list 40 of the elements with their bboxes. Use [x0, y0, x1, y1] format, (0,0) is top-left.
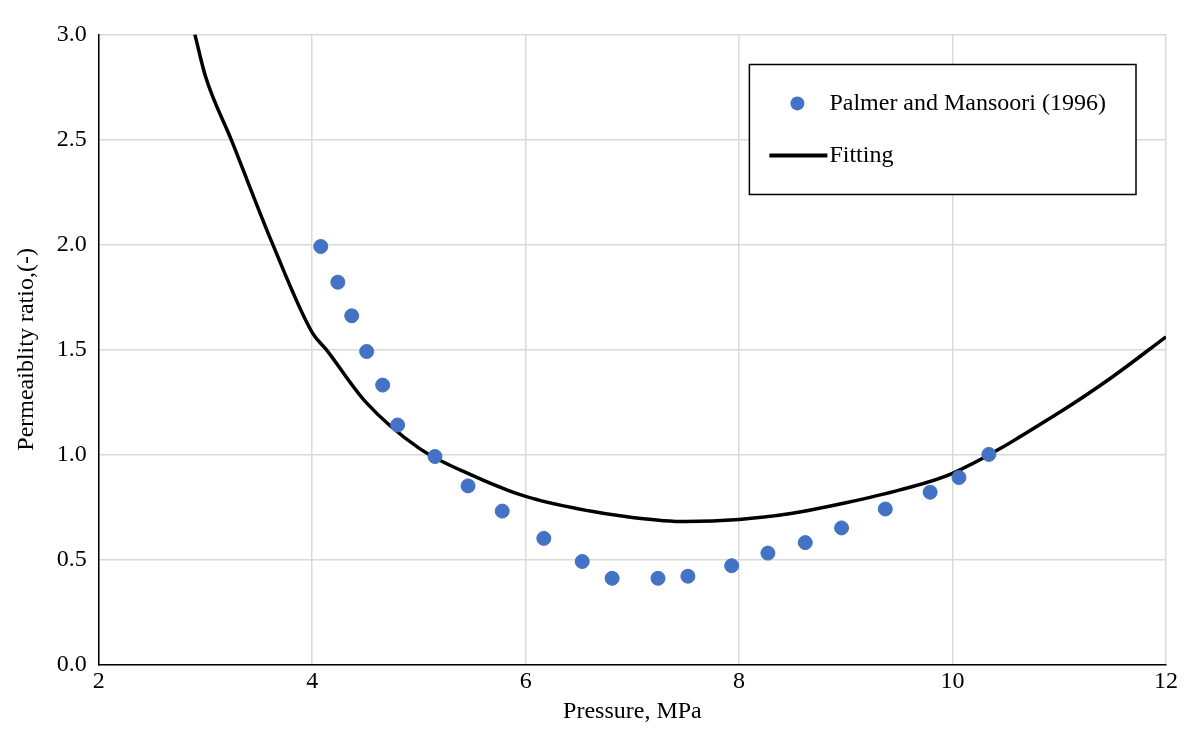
point: [536, 530, 552, 546]
x-tick-label: 6: [519, 667, 532, 694]
point: [877, 501, 893, 517]
x-tick-label: 8: [733, 667, 746, 694]
point: [375, 377, 391, 393]
y-tick-label: 2.5: [56, 124, 87, 151]
legend-label: Fitting: [829, 140, 894, 167]
point: [574, 554, 590, 569]
y-tick-label: 3.0: [56, 19, 87, 46]
point: [724, 558, 740, 574]
point: [494, 503, 510, 519]
y-axis-title: Permeaiblity ratio,(-): [11, 248, 38, 451]
x-tick-label: 4: [306, 667, 319, 694]
point: [834, 520, 850, 536]
point: [344, 308, 360, 324]
y-tick-label: 2.0: [56, 229, 87, 256]
y-tick-label: 1.0: [56, 439, 87, 466]
point: [951, 470, 967, 485]
point: [460, 478, 476, 494]
legend-label: Palmer and Mansoori (1996): [829, 88, 1106, 115]
point: [981, 446, 997, 462]
point: [427, 449, 443, 464]
y-tick-label: 0.0: [56, 649, 87, 676]
point: [797, 535, 813, 551]
point: [650, 570, 666, 586]
point: [760, 545, 776, 561]
y-tick-label: 1.5: [56, 334, 87, 361]
x-tick-label: 2: [92, 667, 105, 694]
y-tick-label: 0.5: [56, 544, 87, 571]
x-tick-label: 12: [1154, 667, 1178, 694]
point: [922, 484, 938, 500]
line-series: [193, 34, 1166, 524]
point: [604, 570, 620, 586]
point: [359, 344, 375, 359]
x-tick-label: 10: [940, 667, 965, 694]
point: [680, 568, 696, 584]
x-axis-title: Pressure, MPa: [563, 696, 703, 723]
point: [330, 274, 346, 290]
point: [390, 417, 406, 433]
point: [313, 239, 329, 254]
